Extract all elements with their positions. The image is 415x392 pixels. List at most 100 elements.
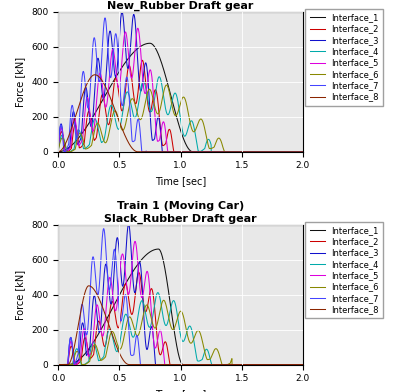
Interface_7 bbox=[56, 148, 61, 152]
Interface_1 bbox=[293, 362, 298, 367]
Interface_7 bbox=[172, 149, 177, 154]
Interface_1 bbox=[159, 59, 164, 64]
Interface_4 bbox=[172, 299, 177, 304]
Interface_8 bbox=[281, 362, 286, 367]
Interface_6 bbox=[300, 362, 305, 367]
Line: Interface_7: Interface_7 bbox=[58, 229, 303, 365]
Interface_5 bbox=[161, 344, 166, 349]
Interface_2 bbox=[140, 58, 145, 63]
Line: Interface_1: Interface_1 bbox=[58, 249, 303, 365]
Interface_2 bbox=[159, 133, 164, 138]
Interface_4 bbox=[300, 362, 305, 367]
Interface_2 bbox=[56, 149, 61, 153]
Interface_6 bbox=[172, 113, 177, 117]
Interface_7 bbox=[300, 362, 305, 367]
Interface_6 bbox=[300, 149, 305, 154]
Interface_5 bbox=[56, 362, 61, 367]
Interface_6 bbox=[234, 362, 239, 367]
Interface_3 bbox=[120, 10, 124, 15]
Interface_4 bbox=[159, 79, 164, 83]
Line: Interface_4: Interface_4 bbox=[58, 292, 303, 365]
Interface_8 bbox=[161, 149, 166, 154]
Interface_3 bbox=[281, 149, 286, 154]
Interface_1 bbox=[56, 149, 61, 154]
Interface_7 bbox=[281, 149, 286, 154]
Interface_5 bbox=[62, 149, 67, 154]
Title: Train 1 (Moving Car)
New_Rubber Draft gear: Train 1 (Moving Car) New_Rubber Draft ge… bbox=[107, 0, 254, 11]
Interface_7 bbox=[293, 149, 298, 154]
Interface_7 bbox=[161, 362, 166, 367]
Interface_3 bbox=[126, 222, 131, 227]
Line: Interface_2: Interface_2 bbox=[58, 272, 303, 365]
Interface_6 bbox=[234, 149, 239, 154]
Interface_2 bbox=[281, 149, 286, 154]
Interface_6 bbox=[159, 304, 164, 309]
Interface_8 bbox=[293, 362, 298, 367]
Interface_2 bbox=[281, 362, 286, 367]
Interface_3 bbox=[159, 136, 164, 140]
Interface_8 bbox=[234, 362, 239, 367]
Interface_2 bbox=[234, 149, 239, 154]
Line: Interface_3: Interface_3 bbox=[58, 12, 303, 152]
Interface_3 bbox=[161, 149, 166, 154]
Interface_3 bbox=[159, 362, 164, 367]
Interface_8 bbox=[234, 149, 239, 154]
Interface_8 bbox=[56, 362, 61, 367]
Interface_5 bbox=[161, 120, 166, 124]
Interface_1 bbox=[172, 330, 177, 335]
Interface_5 bbox=[234, 149, 239, 154]
Interface_2 bbox=[137, 270, 142, 275]
Interface_1 bbox=[234, 362, 239, 367]
Interface_6 bbox=[293, 362, 298, 367]
Interface_1 bbox=[281, 149, 286, 154]
Interface_5 bbox=[56, 149, 61, 153]
Interface_8 bbox=[161, 362, 166, 367]
Interface_4 bbox=[281, 149, 286, 154]
X-axis label: Time [sec]: Time [sec] bbox=[155, 176, 206, 186]
Interface_8 bbox=[159, 149, 164, 154]
Interface_3 bbox=[234, 362, 239, 367]
Legend: Interface_1, Interface_2, Interface_3, Interface_4, Interface_5, Interface_6, In: Interface_1, Interface_2, Interface_3, I… bbox=[305, 9, 383, 105]
Interface_7 bbox=[103, 16, 107, 20]
Y-axis label: Force [kN]: Force [kN] bbox=[16, 57, 26, 107]
Interface_2 bbox=[234, 362, 239, 367]
Interface_5 bbox=[172, 362, 177, 367]
Interface_2 bbox=[161, 345, 166, 350]
Interface_4 bbox=[64, 149, 69, 154]
Interface_7 bbox=[161, 149, 166, 154]
Interface_4 bbox=[56, 149, 61, 153]
Interface_1 bbox=[281, 362, 286, 367]
Interface_4 bbox=[234, 362, 239, 367]
Line: Interface_5: Interface_5 bbox=[58, 241, 303, 365]
Interface_7 bbox=[61, 149, 66, 154]
Interface_6 bbox=[161, 298, 166, 303]
Interface_2 bbox=[159, 352, 164, 356]
Title: Train 1 (Moving Car)
Slack_Rubber Draft gear: Train 1 (Moving Car) Slack_Rubber Draft … bbox=[104, 201, 257, 224]
Interface_2 bbox=[300, 149, 305, 154]
Interface_6 bbox=[56, 362, 61, 367]
Interface_4 bbox=[157, 74, 162, 79]
Interface_5 bbox=[234, 362, 239, 367]
Interface_2 bbox=[161, 143, 166, 148]
Interface_1 bbox=[161, 65, 166, 70]
Interface_7 bbox=[234, 149, 239, 154]
Interface_2 bbox=[293, 362, 298, 367]
Interface_8 bbox=[172, 149, 177, 154]
Interface_4 bbox=[281, 362, 286, 367]
Interface_1 bbox=[161, 257, 166, 261]
Interface_1 bbox=[56, 362, 61, 367]
Interface_3 bbox=[56, 362, 61, 367]
Interface_6 bbox=[293, 149, 298, 154]
Interface_3 bbox=[300, 362, 305, 367]
Interface_8 bbox=[172, 362, 177, 367]
Interface_7 bbox=[159, 362, 164, 367]
Line: Interface_2: Interface_2 bbox=[58, 60, 303, 152]
Interface_3 bbox=[172, 362, 177, 367]
Interface_8 bbox=[300, 149, 305, 154]
Interface_4 bbox=[155, 290, 160, 295]
Interface_2 bbox=[63, 149, 68, 154]
Interface_5 bbox=[159, 129, 164, 133]
Interface_6 bbox=[281, 362, 286, 367]
Interface_7 bbox=[293, 362, 298, 367]
Interface_5 bbox=[293, 362, 298, 367]
